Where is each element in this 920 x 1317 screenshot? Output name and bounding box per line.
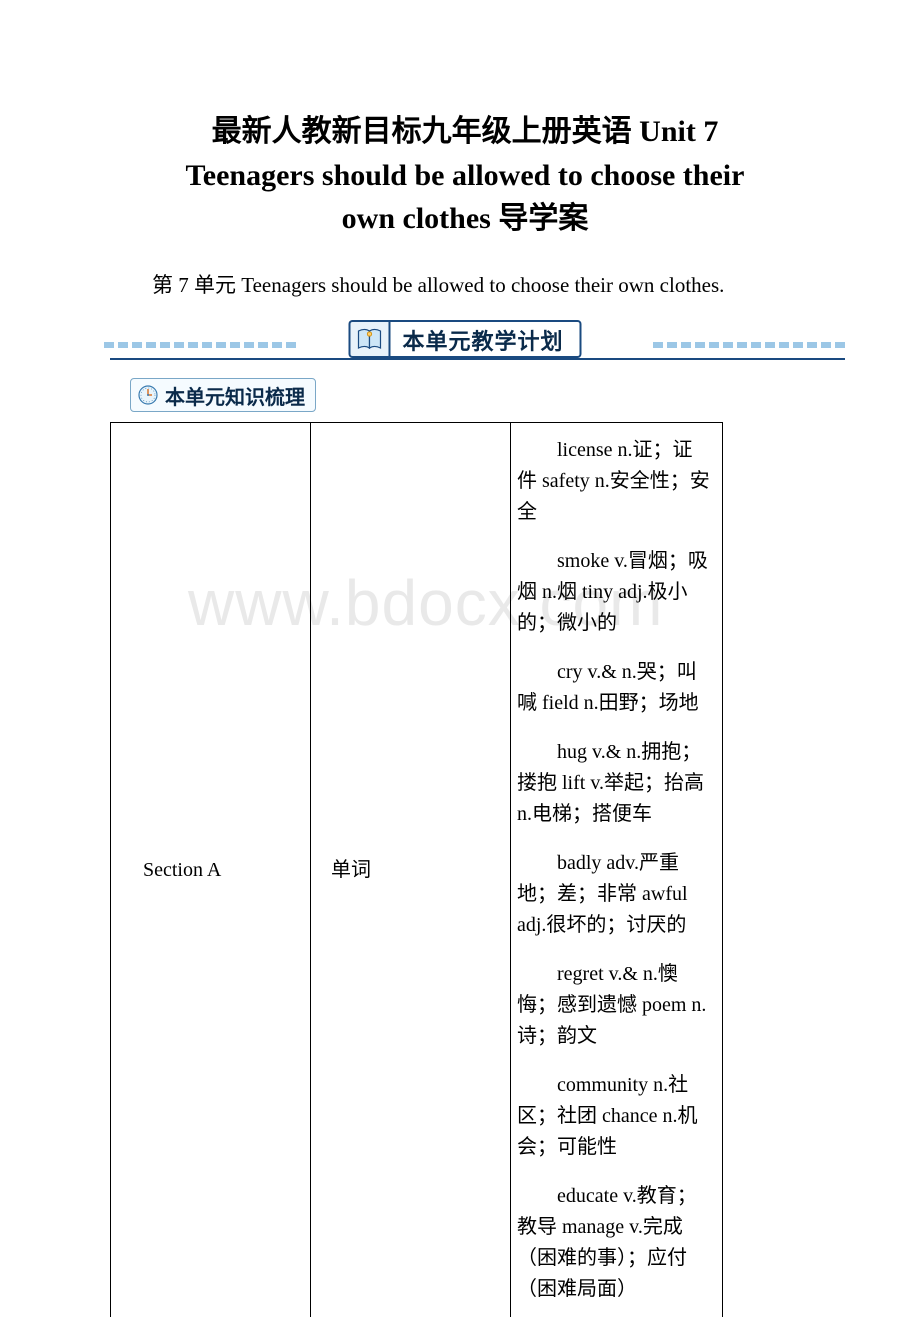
main-title: 最新人教新目标九年级上册英语 Unit 7 Teenagers should b… [110,110,820,241]
vocab-entry: regret v.& n.懊悔；感到遗憾 poem n.诗；韵文 [515,955,714,1066]
unit-subtitle: 第 7 单元 Teenagers should be allowed to ch… [110,269,820,303]
vocab-table: Section A 单词 license n.证；证件 safety n.安全性… [110,422,723,1317]
banner-label: 本单元教学计划 [388,320,581,358]
section-cell: Section A [111,423,311,1317]
book-icon [348,320,388,358]
vocab-entry: license n.证；证件 safety n.安全性；安全 [515,431,714,542]
type-cell: 单词 [311,423,511,1317]
vocab-entry: smoke v.冒烟；吸烟 n.烟 tiny adj.极小的；微小的 [515,542,714,653]
vocab-entry: community n.社区；社团 chance n.机会；可能性 [515,1066,714,1177]
banner-dashes-left [104,342,296,348]
unit-plan-banner: 本单元教学计划 [110,320,820,364]
clock-icon [135,382,161,408]
vocab-cell: license n.证；证件 safety n.安全性；安全 smoke v.冒… [511,423,723,1317]
vocab-entry: educate v.教育；教导 manage v.完成（困难的事）；应付（困难局… [515,1177,714,1309]
title-line-3: own clothes 导学案 [342,202,589,235]
table-row: Section A 单词 license n.证；证件 safety n.安全性… [111,423,723,1317]
document-page: 最新人教新目标九年级上册英语 Unit 7 Teenagers should b… [0,0,920,1317]
vocab-entry: cry v.& n.哭；叫喊 field n.田野；场地 [515,653,714,733]
vocab-entry: badly adv.严重地；差；非常 awful adj.很坏的；讨厌的 [515,844,714,955]
knowledge-label: 本单元知识梳理 [165,381,305,410]
banner-center: 本单元教学计划 [348,320,581,358]
banner-dashes-right [653,342,845,348]
title-line-1: 最新人教新目标九年级上册英语 Unit 7 [212,115,719,148]
vocab-entry: hug v.& n.拥抱；搂抱 lift v.举起；抬高 n.电梯；搭便车 [515,733,714,844]
title-line-2: Teenagers should be allowed to choose th… [186,159,745,192]
knowledge-overview-tag: 本单元知识梳理 [130,378,316,412]
